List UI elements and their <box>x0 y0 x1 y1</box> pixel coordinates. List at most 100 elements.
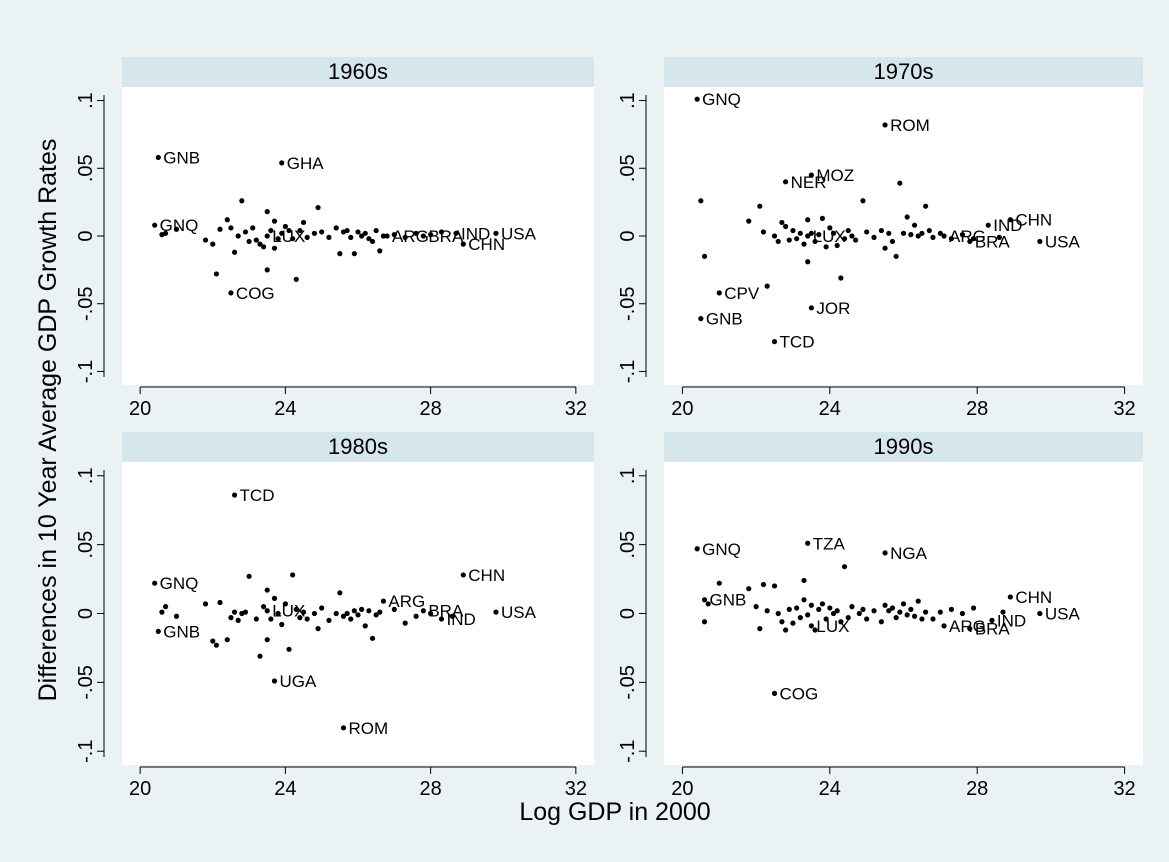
point-label: LUX <box>272 227 305 246</box>
data-point <box>337 251 343 257</box>
point-label: IND <box>461 224 490 243</box>
data-point <box>893 615 899 621</box>
data-point-LUX <box>805 233 811 239</box>
point-label: LUX <box>272 602 305 621</box>
data-point <box>816 232 822 238</box>
data-point <box>359 606 365 612</box>
data-point <box>213 642 219 648</box>
data-point <box>819 601 826 607</box>
data-point <box>771 583 778 589</box>
data-point-TCD <box>231 492 238 498</box>
data-point <box>1000 609 1006 615</box>
data-point <box>304 616 310 622</box>
data-point <box>782 627 789 633</box>
x-tick-label: 32 <box>565 398 587 420</box>
data-point <box>286 646 292 652</box>
data-point-COG <box>771 690 778 696</box>
data-point <box>860 198 866 204</box>
data-point-ARG <box>384 233 390 239</box>
data-point <box>362 623 368 629</box>
data-point <box>293 606 299 612</box>
data-point <box>827 605 833 611</box>
y-tick-label: -.1 <box>75 360 97 383</box>
data-point <box>779 619 785 625</box>
data-point <box>253 616 259 622</box>
point-label: USA <box>1045 605 1081 624</box>
data-point <box>812 238 818 245</box>
data-point <box>937 230 943 236</box>
x-tick-label: 28 <box>419 778 441 800</box>
data-point <box>315 626 321 632</box>
data-point <box>698 198 704 204</box>
panel-strip <box>122 57 594 87</box>
data-point <box>923 609 929 615</box>
data-point-MOZ <box>808 172 814 178</box>
data-point-CHN <box>1007 594 1013 600</box>
data-point <box>348 616 354 622</box>
data-point <box>202 601 209 607</box>
data-point <box>797 615 803 621</box>
data-point <box>224 637 230 643</box>
data-point-IND <box>989 617 995 623</box>
data-point-GNQ <box>152 222 158 228</box>
point-label: GNQ <box>702 540 741 559</box>
data-point <box>449 613 455 619</box>
x-tick-label: 28 <box>419 398 441 420</box>
data-point <box>264 267 270 273</box>
data-point <box>351 251 357 257</box>
point-label: ARG <box>949 617 986 636</box>
point-label: IND <box>997 611 1026 630</box>
y-tick-label: .05 <box>617 154 639 182</box>
data-point <box>812 627 818 633</box>
data-point <box>930 234 936 240</box>
y-tick-label: .05 <box>75 531 97 559</box>
data-point <box>908 606 914 612</box>
x-tick-label: 32 <box>1113 778 1135 800</box>
point-label: GNB <box>163 622 200 641</box>
data-point <box>246 573 252 579</box>
data-point-CHN <box>460 572 466 578</box>
data-point <box>801 241 807 247</box>
data-point <box>775 238 781 245</box>
data-point <box>231 609 238 615</box>
data-point <box>911 613 918 619</box>
data-point <box>701 253 708 259</box>
data-point-COG <box>228 290 234 296</box>
data-point <box>948 236 955 242</box>
data-point <box>897 609 903 615</box>
data-point <box>790 227 796 234</box>
data-point <box>948 606 955 612</box>
point-label: UGA <box>279 672 317 691</box>
data-point-UGA <box>271 678 278 684</box>
x-tick-label: 24 <box>819 398 841 420</box>
data-point <box>838 275 844 281</box>
point-label: BRA <box>428 602 464 621</box>
data-point <box>882 245 888 251</box>
data-point <box>369 635 376 641</box>
data-point <box>377 609 383 615</box>
data-point <box>355 229 361 235</box>
point-label: TCD <box>240 486 275 505</box>
data-point <box>268 616 274 622</box>
point-label: IND <box>993 216 1022 235</box>
data-point <box>348 234 354 240</box>
data-point-NER <box>782 179 789 185</box>
data-point <box>786 606 792 612</box>
data-point <box>919 616 925 622</box>
data-point <box>937 609 943 615</box>
panel-title: 1970s <box>874 59 934 84</box>
data-point <box>827 225 833 231</box>
data-point <box>808 602 814 608</box>
data-point <box>300 219 307 226</box>
data-point <box>805 259 811 265</box>
data-point <box>202 237 209 243</box>
x-tick-label: 24 <box>819 778 841 800</box>
data-point <box>959 610 966 617</box>
data-point <box>797 230 803 236</box>
data-point <box>228 225 234 231</box>
data-point-BRA <box>967 626 973 632</box>
x-tick-label: 20 <box>671 398 693 420</box>
data-point <box>286 227 292 234</box>
data-point <box>275 236 281 242</box>
